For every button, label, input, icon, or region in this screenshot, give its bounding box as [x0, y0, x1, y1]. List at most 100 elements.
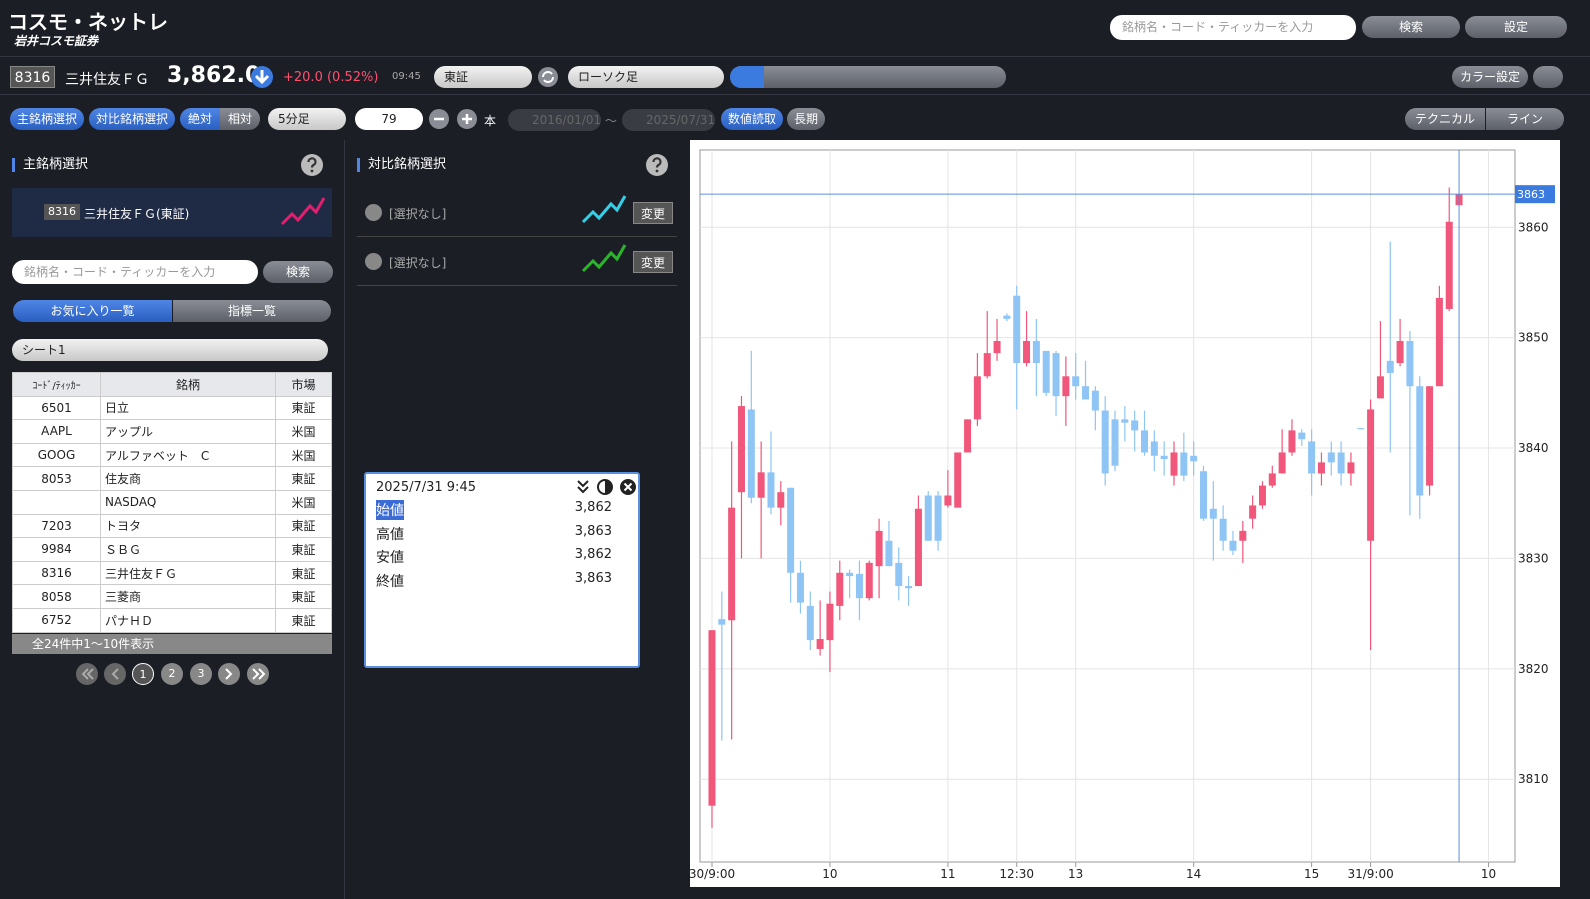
cell: トヨタ [100, 513, 276, 539]
change: +20.0 (0.52%) [283, 70, 379, 85]
down-icon [251, 66, 273, 88]
row: 7203 トヨタ 東証 [12, 513, 332, 539]
compare-label: [選択なし] [389, 207, 447, 221]
refresh-button[interactable] [537, 66, 559, 88]
candle-body [983, 353, 991, 377]
technical[interactable]: テクニカル [1405, 108, 1485, 130]
page-button[interactable]: 3 [190, 663, 212, 685]
row: 8058 三菱商 東証 [12, 584, 332, 609]
candle-body [1180, 452, 1188, 476]
candle-body [1150, 441, 1158, 456]
candle-body [747, 409, 755, 498]
candle-body [1101, 410, 1109, 474]
print-button[interactable] [1533, 66, 1563, 88]
date-from: 2016/01/01 [508, 109, 601, 131]
help-icon[interactable] [300, 153, 324, 177]
relative[interactable]: 相対 [220, 108, 260, 130]
cell: 東証 [275, 607, 332, 633]
y-tick-label: 3810 [1518, 772, 1549, 786]
sheet-select[interactable]: シート1 [12, 339, 328, 361]
date-to: 2025/07/31 [622, 109, 715, 131]
divider [0, 94, 1590, 95]
y-tick-label: 3830 [1518, 551, 1549, 565]
candle-body [787, 487, 795, 573]
th: 銘柄 [100, 372, 276, 397]
tab[interactable]: 指標一覧 [173, 300, 331, 322]
change-button[interactable]: 変更 [633, 251, 673, 273]
tooltip-value: 3,863 [574, 523, 612, 539]
search-input[interactable]: 銘柄名・コード・ティッカーを入力 [12, 260, 258, 284]
plot-frame [699, 149, 1516, 863]
settings-button[interactable]: 設定 [1465, 16, 1567, 38]
cell: 三菱商 [100, 584, 276, 609]
panel-title: 対比銘柄選択 [357, 158, 446, 172]
candle-body [1426, 386, 1434, 486]
cell: 米国 [275, 419, 332, 444]
y-tick-label: 3820 [1518, 662, 1549, 676]
selected-stock: 8316 三井住友ＦＧ(東証) [12, 188, 332, 237]
trend-icon [280, 197, 326, 226]
candle-body [1396, 340, 1404, 364]
cell: 東証 [275, 560, 332, 586]
read-values[interactable]: 数値読取 [721, 108, 783, 130]
tooltip-icons[interactable] [574, 478, 638, 496]
price: 3,862.0 [167, 63, 261, 88]
main-select[interactable]: 主銘柄選択 [10, 108, 84, 130]
help-icon[interactable] [645, 153, 669, 177]
trend-icon [581, 244, 627, 273]
color-settings[interactable]: カラー設定 [1452, 66, 1528, 88]
search-input[interactable]: 銘柄名・コード・ティッカーを入力 [1110, 15, 1356, 40]
page-button[interactable]: 2 [161, 663, 183, 685]
candle-body [777, 492, 785, 508]
candle-body [924, 495, 932, 541]
search-button[interactable]: 検索 [263, 261, 333, 283]
candle-body [1268, 473, 1276, 486]
count-buttons[interactable] [428, 108, 480, 130]
search-button[interactable]: 検索 [1362, 16, 1460, 38]
change-button[interactable]: 変更 [633, 202, 673, 224]
separator [357, 285, 677, 286]
chart-type-select[interactable]: ローソク足 [568, 66, 724, 88]
selected-code: 8316 [44, 204, 80, 220]
candle-body [914, 508, 922, 587]
candle-body [1160, 455, 1168, 460]
absolute[interactable]: 絶対 [180, 108, 220, 130]
cell: 東証 [275, 395, 332, 421]
unit: 本 [484, 114, 497, 128]
count-input[interactable]: 79 [355, 108, 423, 130]
candle-body [1052, 353, 1060, 397]
candle-body [1298, 432, 1306, 440]
candle-body [1229, 540, 1237, 551]
interval-select[interactable]: 5分足 [268, 108, 346, 130]
stock-name: 三井住友ＦＧ [65, 72, 149, 88]
candle-body [964, 419, 972, 453]
long-term[interactable]: 長期 [787, 108, 825, 130]
page-button[interactable]: 1 [132, 663, 154, 685]
x-tick-label: 30/9:00 [690, 867, 735, 881]
line[interactable]: ライン [1486, 108, 1564, 130]
compare-select[interactable]: 対比銘柄選択 [89, 108, 175, 130]
market-select[interactable]: 東証 [434, 66, 532, 88]
candle-body [1278, 452, 1286, 474]
panel-title: 主銘柄選択 [12, 158, 88, 172]
pager-arrows[interactable] [75, 662, 275, 686]
th: ｺｰﾄﾞ/ﾃｨｯｶｰ [12, 372, 101, 397]
row: 8316 三井住友ＦＧ 東証 [12, 560, 332, 586]
row: GOOG アルファベット C 米国 [12, 442, 332, 468]
candle-body [1082, 386, 1090, 400]
tool-bar[interactable] [730, 66, 1006, 88]
candle-body [1347, 462, 1355, 474]
tooltip-value: 3,863 [574, 571, 612, 587]
cell: 日立 [100, 395, 276, 421]
cell [12, 489, 101, 515]
candle-body [1091, 390, 1099, 411]
tab[interactable]: お気に入り一覧 [13, 300, 172, 322]
candle-body [836, 572, 844, 606]
candle-body [1190, 455, 1198, 462]
row: 9984 ＳＢＧ 東証 [12, 537, 332, 562]
candle-body [885, 540, 893, 567]
divider [344, 140, 345, 899]
trend-icon [581, 195, 627, 224]
cell: 東証 [275, 513, 332, 539]
x-tick-label: 14 [1186, 867, 1201, 881]
